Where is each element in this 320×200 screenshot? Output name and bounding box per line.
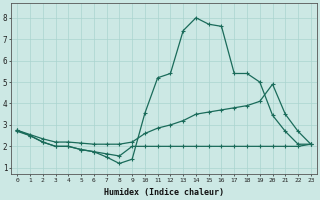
X-axis label: Humidex (Indice chaleur): Humidex (Indice chaleur) (104, 188, 224, 197)
